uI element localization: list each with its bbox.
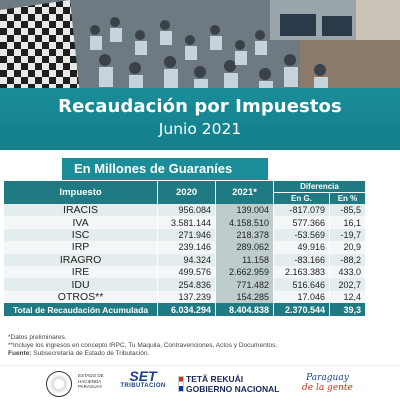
footnotes: *Datos preliminares. **Incluye los ingre…: [8, 334, 277, 358]
diff-amount: 577.366: [273, 216, 330, 229]
value-2020: 3.581.144: [157, 216, 217, 229]
table-row: IRP 239.146 289.062 49.916 20,9: [4, 241, 367, 254]
col-header-2020: 2020: [157, 181, 217, 204]
value-2020: 137.239: [157, 290, 217, 304]
value-2020: 254.836: [157, 278, 217, 291]
table-row: IVA 3.581.144 4.158.510 577.366 16,1: [4, 216, 367, 229]
footnote-preliminary: *Datos preliminares.: [8, 334, 67, 341]
diff-percent: 433.0: [329, 265, 367, 279]
page-title: Recaudación por Impuestos: [58, 96, 342, 117]
diff-amount: -53.569: [273, 228, 330, 242]
value-2021: 139.004: [215, 204, 275, 217]
value-2021: 771.482: [215, 278, 275, 291]
ministry-seal-icon: [46, 371, 72, 397]
tax-name: IRAGRO: [4, 253, 159, 266]
col-header-en-pct: En %: [329, 192, 367, 204]
ministry-label: ESTADO DE HACIENDA PARAGUAY: [78, 373, 114, 390]
diff-percent: -88,2: [329, 253, 367, 266]
slogan-logo: Paraguay de la gente: [302, 373, 353, 393]
tax-name: IRP: [4, 241, 159, 254]
value-2021: 154.285: [215, 290, 275, 304]
tax-name: IVA: [4, 216, 159, 229]
value-2021: 218.378: [215, 228, 275, 242]
source-label: Fuente:: [8, 350, 32, 357]
diff-amount: 516.646: [273, 278, 330, 291]
total-row: Total de Recaudación Acumulada 6.034.294…: [4, 303, 367, 317]
table-row: IDU 254.836 771.482 516.646 202,7: [4, 278, 367, 291]
diff-percent: 12,4: [329, 290, 367, 304]
set-logo: SET TRIBUTACION: [118, 369, 168, 397]
footnote-otros: **Incluye los ingresos en concepto IRPC,…: [8, 342, 278, 349]
diff-amount: -83.166: [273, 253, 330, 266]
value-2020: 239.146: [157, 241, 217, 254]
set-logo-text: SET: [129, 368, 157, 384]
source-note: Fuente: Subsecretaría de Estado de Tribu…: [8, 350, 277, 358]
col-header-2021: 2021*: [215, 181, 275, 204]
slogan-line-1: Paraguay: [306, 373, 349, 383]
value-2021: 4.158.510: [215, 216, 275, 229]
gov-line-2: GOBIERNO NACIONAL: [186, 384, 280, 394]
table-row: IRAGRO 94.324 11.158 -83.166 -88,2: [4, 253, 367, 266]
value-2021: 289.062: [215, 241, 275, 254]
total-diff-amount: 2.370.544: [273, 303, 330, 317]
diff-percent: 16,1: [329, 216, 367, 229]
diff-percent: 202,7: [329, 278, 367, 291]
flag-icon: [178, 376, 184, 392]
slogan-line-2: de la gente: [302, 383, 353, 393]
diff-amount: 49.916: [273, 241, 330, 254]
value-2020: 499.576: [157, 265, 217, 279]
total-diff-percent: 39,3: [329, 303, 367, 317]
period-label: Junio 2021: [158, 120, 242, 138]
tax-name: IDU: [4, 278, 159, 291]
value-2020: 94.324: [157, 253, 217, 266]
value-2020: 271.946: [157, 228, 217, 242]
diff-percent: -19,7: [329, 228, 367, 242]
diff-amount: -817.079: [273, 204, 330, 217]
tax-name: IRACIS: [4, 204, 159, 217]
table-row: OTROS** 137.239 154.285 17.046 12,4: [4, 290, 367, 304]
ministry-line: HACIENDA: [78, 378, 102, 384]
table-row: ISC 271.946 218.378 -53.569 -19,7: [4, 228, 367, 242]
set-logo-subtitle: TRIBUTACION: [120, 383, 166, 389]
header-photo: [0, 0, 400, 95]
tax-name: OTROS**: [4, 290, 159, 304]
diff-percent: -85,5: [329, 204, 367, 217]
tax-table: Impuesto 2020 2021* Diferencia En G. En …: [4, 181, 367, 317]
diff-amount: 2.163.383: [273, 265, 330, 279]
tax-name: ISC: [4, 228, 159, 242]
col-header-impuesto: Impuesto: [4, 181, 159, 204]
total-2021: 8.404.838: [215, 303, 275, 317]
ministry-line: ESTADO DE: [78, 373, 104, 378]
diff-amount: 17.046: [273, 290, 330, 304]
col-header-diferencia: Diferencia: [273, 181, 366, 193]
source-text: Subsecretaría de Estado de Tributación.: [31, 350, 150, 357]
total-label: Total de Recaudación Acumulada: [4, 303, 159, 317]
table-row: IRACIS 956.084 139.004 -817.079 -85,5: [4, 204, 367, 217]
diff-percent: 20,9: [329, 241, 367, 254]
value-2021: 11.158: [215, 253, 275, 266]
footer: ESTADO DE HACIENDA PARAGUAY SET TRIBUTAC…: [0, 365, 400, 401]
col-header-en-g: En G.: [273, 192, 330, 204]
total-2020: 6.034.294: [157, 303, 217, 317]
value-2021: 2.662.959: [215, 265, 275, 279]
tax-name: IRE: [4, 265, 159, 279]
value-2020: 956.084: [157, 204, 217, 217]
table-row: IRE 499.576 2.662.959 2.163.383 433.0: [4, 265, 367, 279]
gov-line-1: TETÃ REKUÁI: [186, 374, 244, 384]
units-label: En Millones de Guaraníes: [62, 158, 268, 180]
title-banner: Recaudación por Impuestos Junio 2021: [0, 88, 400, 150]
government-logo: TETÃ REKUÁI GOBIERNO NACIONAL: [186, 374, 280, 394]
ministry-line: PARAGUAY: [78, 384, 103, 389]
